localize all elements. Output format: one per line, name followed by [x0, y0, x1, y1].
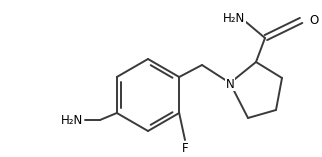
- Text: H₂N: H₂N: [61, 114, 83, 127]
- Text: F: F: [182, 141, 188, 154]
- Text: N: N: [226, 78, 234, 90]
- Text: H₂N: H₂N: [223, 11, 245, 24]
- Text: O: O: [309, 14, 318, 27]
